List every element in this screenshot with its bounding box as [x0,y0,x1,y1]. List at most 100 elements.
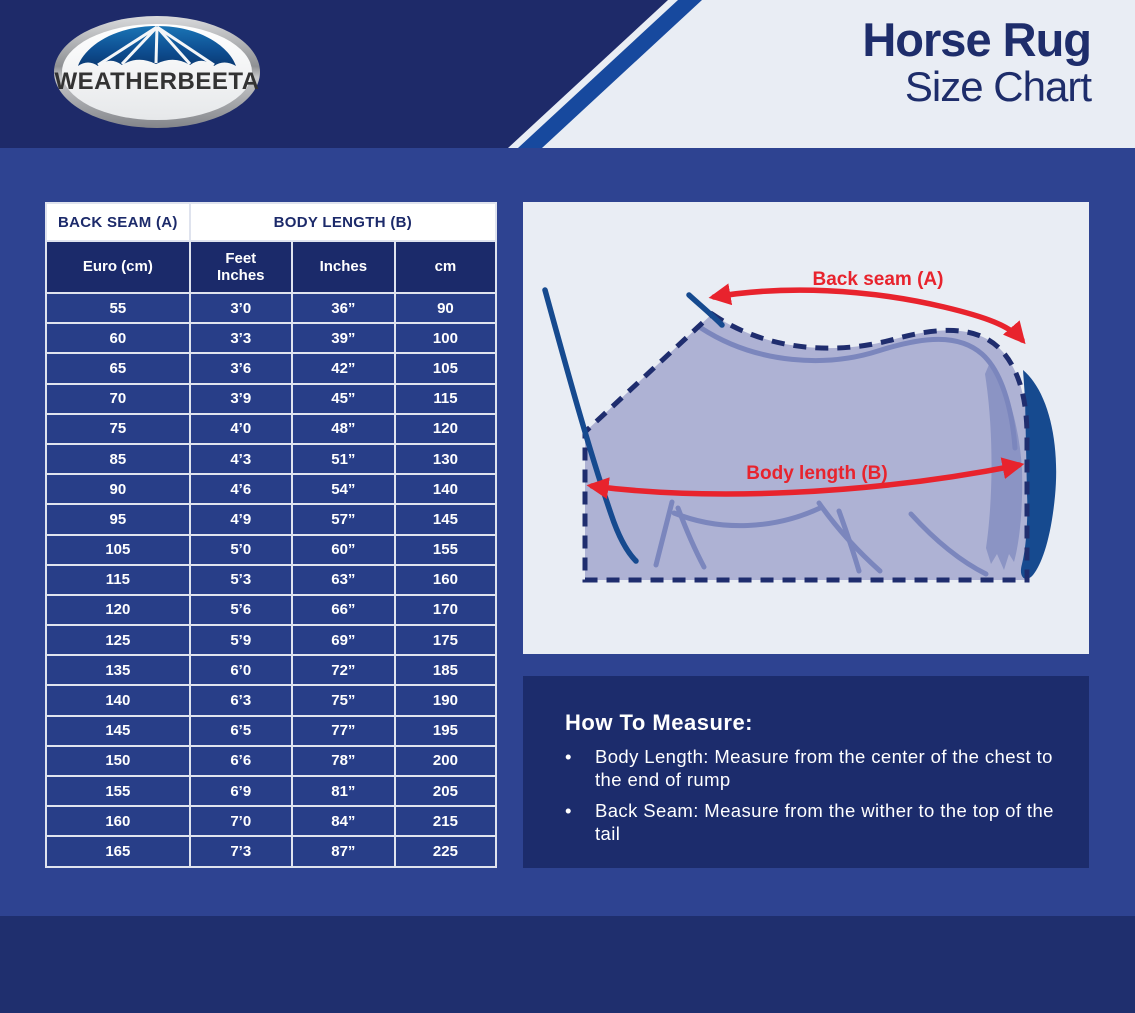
table-cell: 160 [47,807,189,836]
table-cell: 6’0 [190,656,291,685]
table-cell: 105 [47,535,189,564]
table-cell: 105 [395,354,495,383]
howto-bullet: Body Length: Measure from the center of … [565,746,1059,791]
table-cell: 175 [395,626,495,655]
logo-wordmark: WEATHERBEETA [54,68,259,95]
table-cell: 160 [395,565,495,594]
table-cell: 3’3 [190,324,291,353]
table-cell: 145 [395,505,495,534]
table-cell: 6’6 [190,746,291,775]
body-length-arrow [586,457,1025,500]
table-cell: 63” [292,565,394,594]
column-header-feet-inches: Feet Inches [190,242,291,292]
group-header-back-seam: BACK SEAM (A) [47,204,189,240]
table-cell: 170 [395,595,495,625]
table-cell: 6’5 [190,716,291,745]
table-cell: 120 [47,595,189,625]
table-cell: 125 [47,626,189,655]
table-cell: 66” [292,595,394,625]
table-cell: 4’9 [190,505,291,534]
table-cell: 115 [395,384,495,413]
horse-body-shape [585,314,1027,580]
table-cell: 135 [47,656,189,685]
table-cell: 3’9 [190,384,291,413]
table-cell: 200 [395,746,495,775]
table-cell: 81” [292,777,394,806]
title-line-1: Horse Rug [862,13,1092,66]
table-cell: 51” [292,444,394,474]
how-to-measure-panel: How To Measure: Body Length: Measure fro… [523,676,1089,868]
table-cell: 140 [395,475,495,504]
footer-band [0,916,1135,1013]
weatherbeeta-logo: WEATHERBEETA [52,14,262,130]
howto-list: Body Length: Measure from the center of … [565,746,1059,845]
table-cell: 39” [292,324,394,353]
header: WEATHERBEETA Horse Rug Size Chart [0,0,1135,148]
table-cell: 65 [47,354,189,383]
table-cell: 54” [292,475,394,504]
table-cell: 205 [395,777,495,806]
column-header-euro-cm: Euro (cm) [47,242,189,292]
table-cell: 69” [292,626,394,655]
table-cell: 150 [47,746,189,775]
column-header-inches: Inches [292,242,394,292]
table-cell: 90 [395,294,495,323]
table-cell: 95 [47,505,189,534]
body-length-label: Body length (B) [746,463,887,484]
table-cell: 55 [47,294,189,323]
back-seam-arrow [708,283,1026,345]
table-cell: 5’0 [190,535,291,564]
size-table: BACK SEAM (A) BODY LENGTH (B) Euro (cm) … [45,202,497,868]
table-cell: 190 [395,686,495,715]
table-cell: 6’9 [190,777,291,806]
table-cell: 115 [47,565,189,594]
table-cell: 70 [47,384,189,413]
table-cell: 36” [292,294,394,323]
table-cell: 60” [292,535,394,564]
table-cell: 100 [395,324,495,353]
table-cell: 85 [47,444,189,474]
table-cell: 155 [395,535,495,564]
horse-diagram-illustration: Back seam (A) Body length (B) [542,269,1057,583]
table-cell: 155 [47,777,189,806]
table-cell: 57” [292,505,394,534]
title-line-2: Size Chart [904,62,1092,110]
table-cell: 215 [395,807,495,836]
table-cell: 75” [292,686,394,715]
table-cell: 140 [47,686,189,715]
table-cell: 60 [47,324,189,353]
table-cell: 7’0 [190,807,291,836]
table-cell: 4’3 [190,444,291,474]
table-cell: 45” [292,384,394,413]
table-cell: 120 [395,414,495,443]
table-cell: 5’6 [190,595,291,625]
table-cell: 77” [292,716,394,745]
table-cell: 4’0 [190,414,291,443]
table-cell: 5’9 [190,626,291,655]
table-cell: 165 [47,837,189,866]
table-cell: 3’6 [190,354,291,383]
table-cell: 5’3 [190,565,291,594]
table-cell: 130 [395,444,495,474]
measurement-arrows [586,283,1026,500]
table-cell: 48” [292,414,394,443]
table-cell: 185 [395,656,495,685]
table-cell: 84” [292,807,394,836]
weatherbeeta-logo-icon: WEATHERBEETA [54,16,260,128]
table-cell: 3’0 [190,294,291,323]
table-cell: 75 [47,414,189,443]
group-header-body-length: BODY LENGTH (B) [190,204,495,240]
table-cell: 7’3 [190,837,291,866]
table-cell: 225 [395,837,495,866]
horse-tail-shape [1020,370,1057,579]
how-to-measure-heading: How To Measure: [565,710,754,735]
table-cell: 87” [292,837,394,866]
table-cell: 195 [395,716,495,745]
table-cell: 42” [292,354,394,383]
table-cell: 6’3 [190,686,291,715]
back-seam-label: Back seam (A) [813,269,944,290]
page-title: Horse Rug Size Chart [862,13,1092,110]
table-cell: 78” [292,746,394,775]
column-header-cm: cm [395,242,495,292]
